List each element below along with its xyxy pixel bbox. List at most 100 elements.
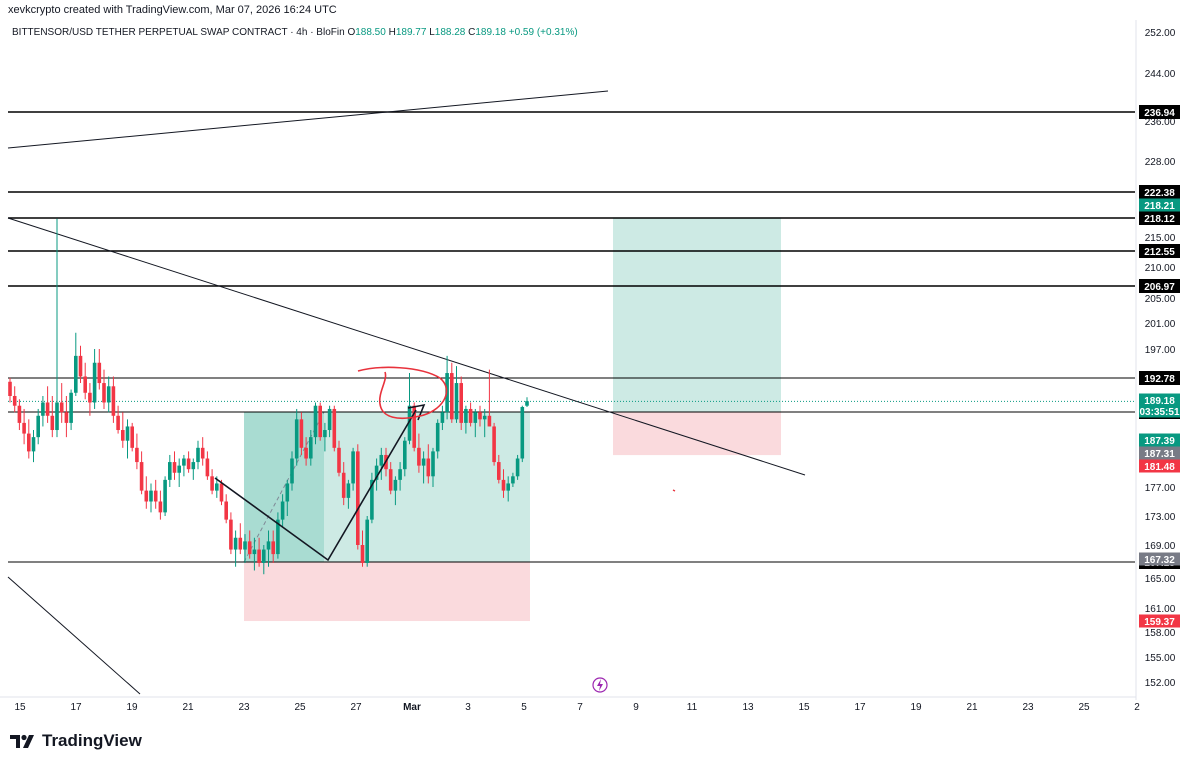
x-axis-tick-label: 15 bbox=[14, 702, 26, 713]
level-price-badge[interactable] bbox=[1139, 371, 1180, 385]
candle-body bbox=[468, 408, 473, 423]
long-position-target-zone[interactable] bbox=[613, 217, 781, 412]
candle-body bbox=[31, 437, 36, 452]
ascending-trendline[interactable] bbox=[7, 90, 609, 149]
price-badge-label: 187.31 bbox=[1144, 449, 1175, 460]
lower-trendline[interactable] bbox=[7, 576, 141, 695]
candle-body bbox=[327, 408, 332, 431]
x-axis-tick-label: 19 bbox=[910, 702, 922, 713]
y-axis-tick-label: 158.00 bbox=[1145, 628, 1176, 639]
candle-body bbox=[59, 402, 64, 413]
low-value: 188.28 bbox=[434, 27, 466, 38]
y-axis-tick-label: 155.00 bbox=[1145, 653, 1176, 664]
candle-body bbox=[318, 405, 322, 438]
candle-body bbox=[271, 541, 275, 555]
candle-body bbox=[88, 392, 92, 403]
candle-body bbox=[243, 541, 247, 550]
level-price-badge-label: 236.94 bbox=[1144, 108, 1175, 119]
y-axis-tick-label: 169.00 bbox=[1145, 541, 1176, 552]
candle-body bbox=[191, 462, 196, 470]
candle-body bbox=[280, 501, 285, 520]
descending-trendline[interactable] bbox=[7, 217, 806, 476]
close-value: 189.18 bbox=[475, 27, 506, 38]
high-value: 189.77 bbox=[395, 27, 427, 38]
candle-body bbox=[55, 402, 59, 431]
level-price-badge[interactable] bbox=[1139, 105, 1180, 119]
zigzag-path[interactable] bbox=[214, 409, 417, 562]
candle-body bbox=[497, 462, 501, 480]
price-badge-label: 218.21 bbox=[1144, 201, 1175, 212]
price-badge[interactable] bbox=[1139, 614, 1180, 628]
level-price-badge[interactable] bbox=[1139, 279, 1180, 293]
candle-body bbox=[520, 407, 525, 459]
y-axis-tick-label: 228.00 bbox=[1145, 157, 1176, 168]
price-badge[interactable] bbox=[1139, 433, 1180, 447]
candle-body bbox=[22, 422, 26, 434]
candle-body bbox=[144, 490, 149, 502]
price-badge[interactable] bbox=[1139, 552, 1180, 566]
candle-body bbox=[177, 465, 181, 473]
candle-body bbox=[196, 447, 200, 463]
candle-body bbox=[454, 383, 459, 420]
candle-body bbox=[252, 549, 257, 555]
red-dot-mark bbox=[672, 489, 676, 492]
hand-drawn-circle[interactable] bbox=[357, 366, 448, 420]
symbol-name[interactable]: BITTENSOR/USD TETHER PERPETUAL SWAP CONT… bbox=[12, 27, 345, 38]
candle-body bbox=[473, 412, 478, 423]
y-axis-tick-label: 252.00 bbox=[1145, 28, 1176, 39]
candle-body bbox=[487, 415, 492, 427]
candle-body bbox=[365, 519, 369, 563]
candle-body bbox=[501, 479, 506, 491]
candle-body bbox=[450, 373, 454, 420]
close-label: C bbox=[468, 27, 476, 38]
level-price-badge-label: 212.55 bbox=[1144, 247, 1175, 258]
candle-body bbox=[435, 422, 440, 452]
price-badge[interactable] bbox=[1139, 459, 1180, 473]
x-axis-tick-label: Mar bbox=[403, 702, 421, 713]
range-position-stop-zone[interactable] bbox=[244, 562, 530, 622]
candle-body bbox=[224, 501, 228, 520]
candle-body bbox=[393, 479, 398, 491]
x-axis-tick-label: 7 bbox=[577, 702, 583, 713]
tradingview-logo-text: TradingView bbox=[42, 731, 142, 750]
candle-body bbox=[285, 483, 290, 502]
candle-body bbox=[205, 458, 210, 477]
candle-body bbox=[299, 419, 304, 448]
candle-body bbox=[341, 472, 346, 498]
level-price-badge-label: 206.97 bbox=[1144, 282, 1175, 293]
price-badge[interactable] bbox=[1139, 198, 1180, 212]
low-label: L bbox=[429, 27, 435, 38]
candle-body bbox=[78, 355, 83, 377]
candle-body bbox=[64, 412, 69, 423]
candle-body bbox=[186, 458, 191, 470]
candle-body bbox=[116, 415, 120, 431]
candle-body bbox=[304, 447, 308, 459]
candle-body bbox=[219, 483, 224, 502]
open-value: 188.50 bbox=[355, 27, 386, 38]
candle-body bbox=[210, 476, 214, 491]
price-badge[interactable] bbox=[1139, 446, 1180, 460]
candle-body bbox=[440, 412, 445, 423]
level-price-badge[interactable] bbox=[1139, 211, 1180, 225]
y-axis-tick-label: 161.00 bbox=[1145, 604, 1176, 615]
candle-body bbox=[111, 386, 116, 416]
candle-body bbox=[506, 483, 510, 491]
candle-body bbox=[163, 479, 167, 513]
candle-body bbox=[337, 447, 341, 473]
arrow-head-icon bbox=[407, 403, 426, 421]
x-axis-tick-label: 9 bbox=[633, 702, 639, 713]
level-price-badge[interactable] bbox=[1139, 185, 1180, 199]
candle-body bbox=[50, 415, 55, 431]
tradingview-logo[interactable]: TradingView bbox=[10, 731, 142, 751]
candle-body bbox=[356, 451, 360, 545]
candle-body bbox=[45, 402, 50, 416]
candle-body bbox=[398, 469, 402, 480]
price-badge[interactable] bbox=[1139, 393, 1180, 418]
long-position-stop-zone[interactable] bbox=[613, 412, 781, 456]
level-price-badge-label: 218.12 bbox=[1144, 214, 1175, 225]
candle-body bbox=[276, 519, 280, 555]
level-price-badge[interactable] bbox=[1139, 244, 1180, 258]
y-axis-tick-label: 236.00 bbox=[1145, 117, 1176, 128]
x-axis-tick-label: 27 bbox=[350, 702, 362, 713]
